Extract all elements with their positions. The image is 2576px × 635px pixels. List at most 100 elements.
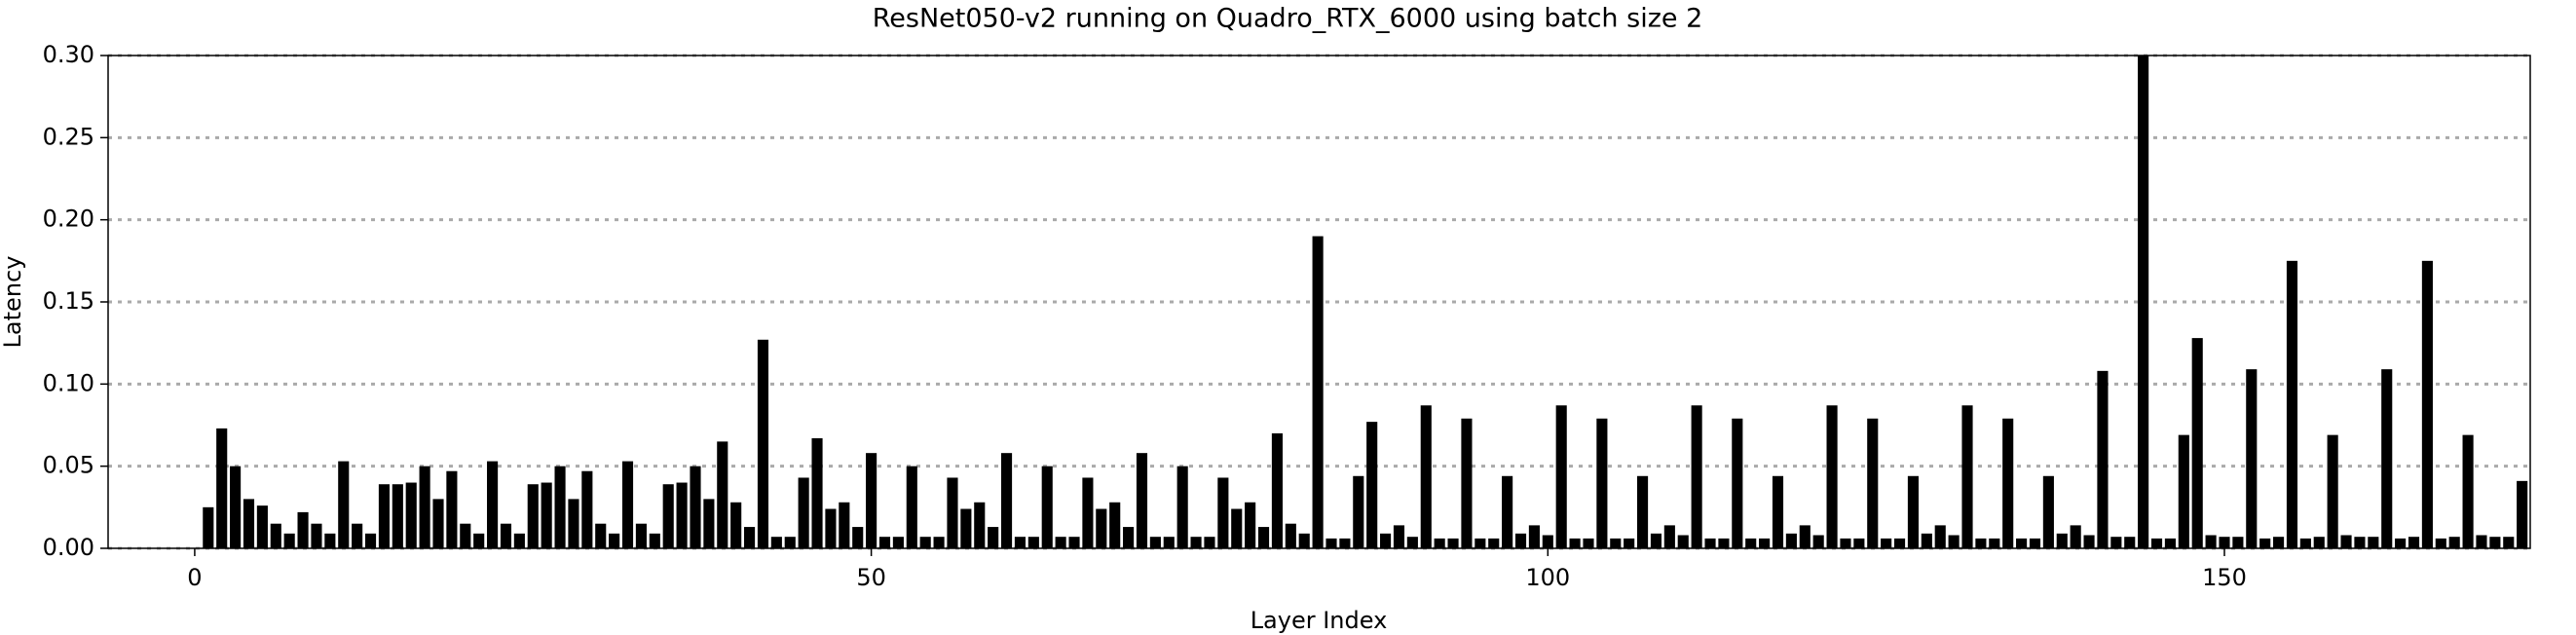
bar (1447, 538, 1459, 548)
bar (2178, 434, 2189, 548)
bar (609, 533, 620, 548)
bar (635, 523, 647, 548)
bar (1732, 418, 1743, 548)
bar (2070, 525, 2081, 548)
bar (852, 527, 864, 548)
bar (1514, 533, 1527, 548)
bar (405, 482, 417, 548)
bar (1204, 537, 1215, 548)
bar (2016, 538, 2028, 548)
bar (988, 527, 999, 548)
bar (1934, 525, 1946, 548)
bar (1420, 405, 1432, 548)
bar (2395, 538, 2407, 548)
bar (203, 506, 214, 548)
bar (595, 523, 607, 548)
bar (460, 523, 471, 548)
bar (703, 499, 715, 548)
bar (311, 523, 322, 548)
y-tick-label: 0.30 (43, 41, 94, 68)
bar (568, 499, 579, 548)
bar (1475, 538, 1486, 548)
bar (1812, 535, 1824, 548)
bar (1353, 475, 1364, 548)
bar (717, 441, 728, 548)
bar (1502, 475, 1513, 548)
bar (1663, 525, 1675, 548)
bar (621, 461, 634, 548)
bar (1014, 537, 1027, 548)
x-axis-label: Layer Index (1251, 607, 1388, 634)
bar (1488, 538, 1500, 548)
bar (2517, 480, 2528, 548)
bar (2462, 434, 2474, 548)
bar (554, 466, 566, 548)
bar (947, 477, 958, 548)
bar (839, 502, 850, 548)
bar (1907, 475, 1919, 548)
bar (2056, 533, 2068, 548)
y-axis-label: Latency (0, 256, 26, 349)
bar (2448, 537, 2460, 548)
bar (2286, 260, 2298, 548)
bar (2232, 537, 2244, 548)
bar (1285, 523, 1296, 548)
bar (352, 523, 363, 548)
bar (2246, 369, 2258, 548)
bar (2340, 535, 2352, 548)
bar (473, 533, 485, 548)
x-tick-label: 50 (856, 564, 886, 591)
bar (1041, 466, 1053, 548)
bar (1772, 475, 1784, 548)
bar (1637, 475, 1649, 548)
y-tick-label: 0.05 (43, 452, 94, 479)
bar (230, 466, 242, 548)
bar (541, 482, 552, 548)
bar (1961, 405, 1973, 548)
x-tick-label: 100 (1525, 564, 1570, 591)
bar (1000, 453, 1013, 548)
bar (2313, 537, 2325, 548)
bar (1583, 538, 1594, 548)
bar (770, 537, 782, 548)
bar (2354, 537, 2366, 548)
bar (527, 484, 539, 548)
bar (1704, 538, 1716, 548)
bar (2219, 537, 2230, 548)
bar (1610, 538, 1622, 548)
chart-title: ResNet050-v2 running on Quadro_RTX_6000 … (873, 4, 1703, 34)
bar (216, 428, 228, 548)
x-tick-label: 150 (2202, 564, 2247, 591)
bar (1691, 405, 1702, 548)
bar (1257, 527, 1270, 548)
bar (1948, 535, 1960, 548)
bar (1055, 537, 1066, 548)
bar (378, 484, 390, 548)
y-tick-label: 0.15 (43, 287, 94, 315)
bar (487, 461, 499, 548)
bar (784, 537, 796, 548)
bar (2083, 535, 2095, 548)
bar (2205, 535, 2217, 548)
bar (2042, 475, 2054, 548)
bar (581, 470, 593, 548)
bar (1109, 502, 1121, 548)
bar (1149, 537, 1161, 548)
bar (1163, 537, 1175, 548)
bar (2164, 538, 2176, 548)
bar (933, 537, 945, 548)
bar (2273, 537, 2285, 548)
bar (744, 527, 756, 548)
bar (1867, 418, 1879, 548)
bar (1082, 477, 1094, 548)
x-tick-label: 0 (187, 564, 202, 591)
bar (2476, 535, 2487, 548)
bar (1190, 537, 1202, 548)
bar (243, 499, 255, 548)
bar (2259, 538, 2271, 548)
y-tick-label: 0.10 (43, 369, 94, 396)
bar (364, 533, 377, 548)
bar (730, 502, 742, 548)
bar (662, 484, 674, 548)
